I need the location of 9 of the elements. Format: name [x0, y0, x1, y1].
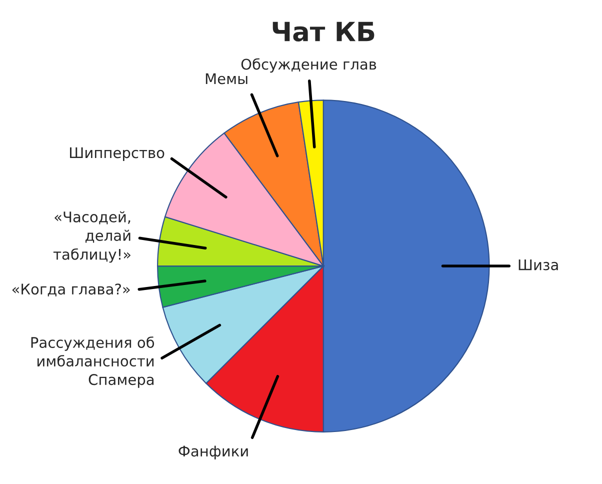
slice-label: Шипперство: [70, 147, 164, 162]
slice-label: Мемы: [206, 73, 248, 84]
slice-label: Рассуждения об имбалансности Спамера: [31, 336, 154, 388]
slice-label: «Часодей, делай таблицу!»: [53, 211, 130, 263]
slice-label: «Когда глава?»: [12, 284, 130, 296]
slice-label: Обсуждение глав: [241, 58, 376, 73]
slice-label: Фанфики: [178, 446, 248, 460]
slice-label: Шиза: [518, 259, 558, 270]
chart-title: Чат КБ: [272, 22, 374, 42]
